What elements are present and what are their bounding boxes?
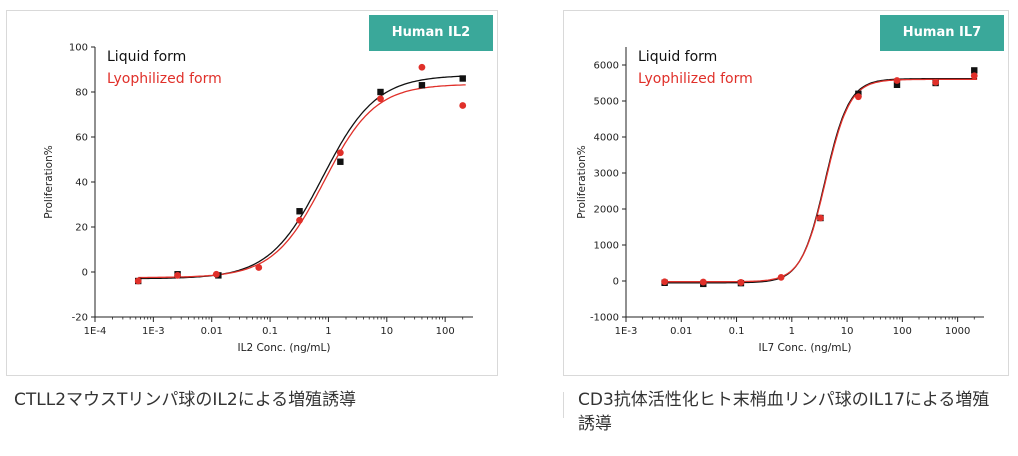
x-tick-label: 10 <box>380 326 393 337</box>
data-point-liquid <box>459 75 466 82</box>
legend-entry-liquid: Liquid form <box>107 49 186 65</box>
x-tick-label: 0.1 <box>262 326 278 337</box>
x-axis-label: IL2 Conc. (ng/mL) <box>238 342 331 354</box>
data-point-lyophilized <box>970 72 978 80</box>
data-point-lyophilized <box>174 271 181 279</box>
x-tick-label: 1 <box>325 326 331 337</box>
data-point-lyophilized <box>777 274 785 281</box>
x-tick-label: 0.01 <box>670 326 692 337</box>
data-point-lyophilized <box>893 77 901 84</box>
y-tick-label: 0 <box>613 277 619 288</box>
y-tick-label: 20 <box>75 223 88 234</box>
chart-panel-il7: -1000 0 1000 2000 3000 4000 5000 6000 1E-3 0.01 0.… <box>563 10 1009 376</box>
data-point-lyophilized <box>336 149 344 157</box>
x-tick-label: 0.1 <box>729 326 745 337</box>
data-point-lyophilized <box>661 278 669 286</box>
data-point-liquid <box>377 88 384 96</box>
chart-badge-il7: Human IL7 <box>880 15 1004 51</box>
data-point-lyophilized <box>854 93 862 101</box>
data-point-lyophilized <box>699 278 707 286</box>
y-tick-label: 80 <box>75 88 88 99</box>
data-point-lyophilized <box>418 63 426 71</box>
legend-entry-lyophilized: Lyophilized form <box>107 71 222 87</box>
y-axis-label: Proliferation% <box>576 145 588 219</box>
data-point-lyophilized <box>296 216 303 224</box>
y-tick-label: 4000 <box>594 133 619 144</box>
data-point-lyophilized <box>255 264 263 271</box>
data-point-lyophilized <box>817 214 824 222</box>
legend-entry-lyophilized: Lyophilized form <box>638 71 753 87</box>
y-tick-label: 0 <box>82 268 88 279</box>
x-tick-label: 1E-3 <box>142 326 165 337</box>
y-tick-label: -20 <box>72 313 88 324</box>
fit-curve-liquid <box>664 78 978 284</box>
y-tick-label: 60 <box>75 133 88 144</box>
data-point-lyophilized <box>932 78 940 86</box>
x-tick-label: 0.01 <box>201 326 223 337</box>
y-tick-label: 5000 <box>594 97 619 108</box>
x-tick-label: 1E-4 <box>84 326 107 337</box>
y-tick-label: -1000 <box>590 313 619 324</box>
x-tick-label: 100 <box>436 326 455 337</box>
x-tick-label: 10 <box>841 326 854 337</box>
y-tick-label: 2000 <box>594 205 619 216</box>
data-point-liquid <box>893 81 901 88</box>
data-point-lyophilized <box>377 95 384 103</box>
x-tick-label: 1000 <box>945 326 970 337</box>
il2-chart: -20 0 20 40 60 80 100 1E-4 1E-3 0.01 0.1 1 10 100 IL2 … <box>43 43 473 354</box>
data-point-lyophilized <box>212 270 220 278</box>
legend-entry-liquid: Liquid form <box>638 49 717 65</box>
data-point-liquid <box>296 208 303 215</box>
y-tick-label: 40 <box>75 178 88 189</box>
y-tick-label: 3000 <box>594 169 619 180</box>
fit-curve-liquid <box>138 75 466 280</box>
data-point-liquid <box>337 158 344 165</box>
x-axis-label: IL7 Conc. (ng/mL) <box>759 342 852 354</box>
data-point-lyophilized <box>459 102 467 109</box>
fit-curve-lyophilized <box>664 78 978 283</box>
x-tick-label: 1 <box>789 326 795 337</box>
y-tick-label: 6000 <box>594 61 619 72</box>
fit-curve-lyophilized <box>138 84 466 279</box>
y-axis-label: Proliferation% <box>43 145 55 219</box>
x-tick-label: 1E-3 <box>615 326 638 337</box>
data-point-lyophilized <box>134 277 142 285</box>
data-point-liquid <box>418 82 426 89</box>
caption-left: CTLL2マウスTリンパ球のIL2による増殖誘導 <box>14 390 357 410</box>
data-point-liquid <box>971 67 978 74</box>
il7-chart: -1000 0 1000 2000 3000 4000 5000 6000 1E-3 0.01 0.… <box>576 47 984 354</box>
chart-panel-il2: -20 0 20 40 60 80 100 1E-4 1E-3 0.01 0.1 1 10 100 IL2 … <box>6 10 498 376</box>
caption-divider <box>563 392 564 418</box>
x-tick-label: 100 <box>893 326 912 337</box>
data-point-lyophilized <box>737 279 745 286</box>
chart-badge-il2: Human IL2 <box>369 15 493 51</box>
caption-right: CD3抗体活性化ヒト末梢血リンパ球のIL17による増殖誘導 <box>578 390 990 434</box>
y-tick-label: 1000 <box>594 241 619 252</box>
y-tick-label: 100 <box>69 43 88 54</box>
